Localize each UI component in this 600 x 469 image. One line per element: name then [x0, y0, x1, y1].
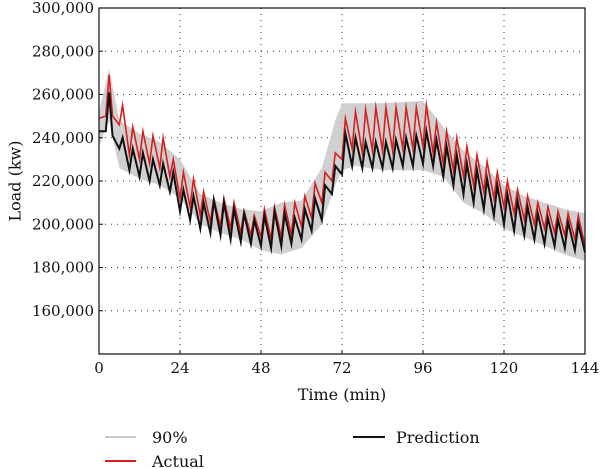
grid — [99, 7, 585, 354]
legend-band-label: 90% — [152, 428, 188, 447]
legend-actual-label: Actual — [151, 452, 204, 469]
series-line-prediction — [99, 92, 586, 256]
series-line-actual — [98, 74, 586, 247]
x-tick-label: 144 — [571, 359, 600, 377]
y-axis-label: Load (kw) — [6, 141, 25, 222]
y-tick-label: 260,000 — [32, 86, 94, 104]
x-tick-label: 0 — [94, 359, 104, 377]
y-tick-label: 200,000 — [32, 215, 94, 233]
tick-layer: 160,000 180,000 200,000 220,000 240,000 260,0… — [32, 0, 599, 377]
x-tick-label: 24 — [170, 359, 189, 377]
x-tick-label: 120 — [490, 359, 519, 377]
y-tick-label: 180,000 — [32, 259, 94, 277]
y-tick-label: 300,000 — [32, 0, 94, 17]
y-tick-label: 220,000 — [32, 172, 94, 190]
y-tick-label: 160,000 — [32, 302, 94, 320]
x-tick-label: 48 — [251, 359, 270, 377]
legend-prediction-label: Prediction — [396, 428, 480, 447]
series-layer — [98, 74, 586, 256]
x-axis-label: Time (min) — [298, 385, 387, 404]
y-tick-label: 280,000 — [32, 42, 94, 60]
x-tick-label: 72 — [332, 359, 351, 377]
legend: 90% Actual Prediction — [105, 428, 480, 469]
y-tick-label: 240,000 — [32, 129, 94, 147]
x-tick-label: 96 — [413, 359, 432, 377]
